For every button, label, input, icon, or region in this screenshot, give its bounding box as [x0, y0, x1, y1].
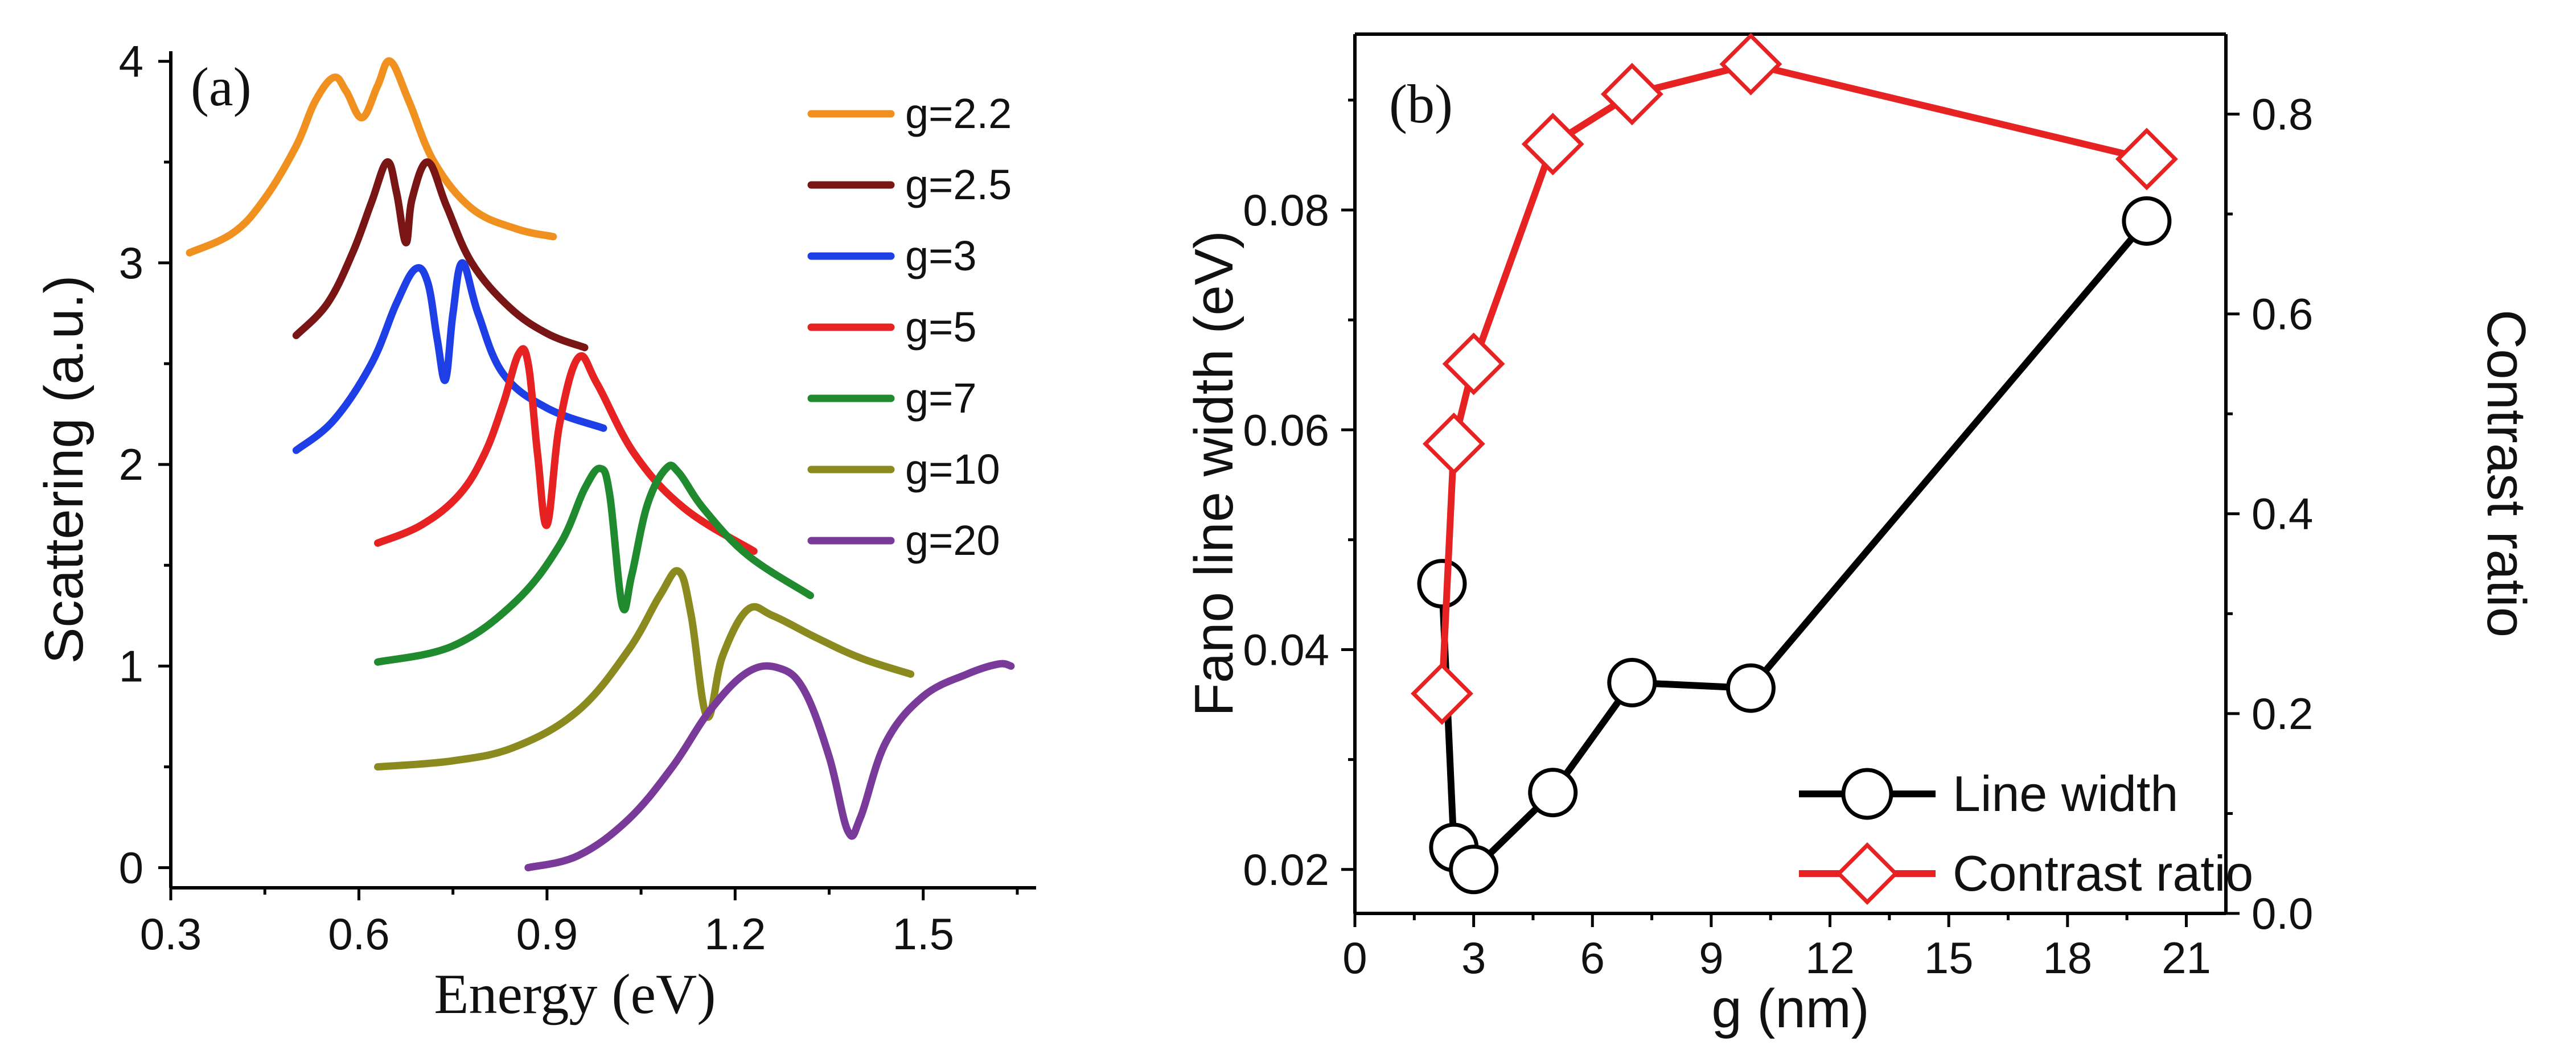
panel-a-y-tick-label: 3 — [119, 238, 143, 288]
panel-b-y2-tick-label: 0.8 — [2252, 89, 2313, 139]
panel-b-x-tick-label: 3 — [1461, 933, 1486, 983]
panel-a-y-tick-label: 1 — [119, 641, 143, 691]
panel-a-legend-label: g=2.2 — [905, 90, 1012, 137]
panel-a-y-tick-label: 4 — [119, 36, 143, 87]
panel-a-legend: g=2.2 g=2.5 g=3 g=5 g=7 g=10 g=20 — [807, 90, 1012, 564]
panel-a-series-g=2.5 — [292, 158, 589, 352]
panel-a-label: (a) — [191, 56, 252, 117]
panel-a-series-g=2.2 — [186, 57, 557, 257]
panel-b-x-tick-label: 15 — [1924, 933, 1974, 983]
panel-b-y-tick-label: 0.02 — [1243, 845, 1329, 895]
panel-a-x-tick-label: 0.6 — [328, 909, 389, 959]
panel-a-y-title: Scattering (a.u.) — [34, 275, 95, 664]
panel-b-y-title: Fano line width (eV) — [1184, 230, 1244, 717]
panel-a-y-tick-label: 0 — [119, 843, 143, 893]
panel-b-x-tick-label: 6 — [1580, 933, 1605, 983]
panel-a-legend-label: g=20 — [905, 517, 1000, 564]
panel-a-curves — [186, 57, 1015, 872]
panel-b-x-tick-label: 9 — [1699, 933, 1723, 983]
panel-b-x-tick-label: 0 — [1342, 933, 1367, 983]
panel-a-legend-label: g=10 — [905, 446, 1000, 493]
panel-b-line-width-point — [1417, 559, 1467, 609]
panel-b-legend-label: Contrast ratio — [1953, 845, 2253, 901]
panel-b-ticks: 0 3 6 9 12 15 18 21 0.02 0.04 0.06 0.08 0.0 0.2 0.4 0.6… — [1243, 89, 2313, 983]
panel-b-legend-marker — [1841, 768, 1893, 820]
panel-b-legend: Line width Contrast ratio — [1799, 765, 2253, 905]
panel-b-curves — [1411, 32, 2178, 895]
panel-a-series-g=10 — [374, 567, 915, 771]
panel-b-contrast-point — [1521, 113, 1584, 176]
panel-b-y2-tick-label: 0.2 — [2252, 689, 2313, 739]
panel-b-x-tick-label: 21 — [2162, 933, 2211, 983]
panel-a-x-tick-label: 0.9 — [516, 909, 578, 959]
panel-a-legend-label: g=2.5 — [905, 161, 1012, 208]
panel-a-y-tick-label: 2 — [119, 439, 143, 489]
panel-a-x-tick-label: 1.2 — [704, 909, 766, 959]
panel-a-legend-label: g=7 — [905, 374, 977, 422]
panel-a-series-g=20 — [524, 660, 1015, 872]
panel-a-ticks: 0.3 0.6 0.9 1.2 1.5 0 1 2 3 4 — [119, 36, 1019, 959]
panel-b-y2-tick-label: 0.0 — [2252, 888, 2313, 938]
panel-a-series-g=3 — [292, 259, 607, 454]
panel-a-x-tick-label: 0.3 — [140, 909, 202, 959]
panel-a-x-tick-label: 1.5 — [893, 909, 954, 959]
panel-b-line-width-point — [1725, 663, 1776, 713]
panel-a-x-title: Energy (eV) — [434, 962, 716, 1026]
panel-b-y-tick-label: 0.04 — [1243, 625, 1329, 675]
panel-a-legend-label: g=3 — [905, 232, 977, 279]
panel-a-series-g=7 — [374, 462, 814, 666]
panel-a-legend-label: g=5 — [905, 303, 977, 351]
panel-b-y-tick-label: 0.06 — [1243, 405, 1329, 455]
panel-b-contrast-point — [1600, 63, 1663, 126]
panel-b-y-tick-label: 0.08 — [1243, 185, 1329, 235]
panel-b: 0 3 6 9 12 15 18 21 0.02 0.04 0.06 0.08 0.0 0.2 0.4 0.6… — [1184, 32, 2537, 1039]
panel-b-contrast-point — [1442, 332, 1505, 396]
panel-b-x-tick-label: 12 — [1805, 933, 1855, 983]
panel-b-y2-tick-label: 0.4 — [2252, 489, 2313, 539]
panel-b-contrast-point — [1411, 662, 1473, 725]
panel-b-label: (b) — [1389, 73, 1453, 134]
panel-a: 0.3 0.6 0.9 1.2 1.5 0 1 2 3 4 g=2.2 g=2.5 g=3 g=5 g=7… — [34, 36, 1036, 1026]
panel-b-line-width-point — [1528, 768, 1578, 818]
panel-b-line-width-point — [2122, 196, 2172, 246]
panel-a-series-g=5 — [374, 345, 758, 555]
panel-b-line-width-point — [1449, 845, 1499, 895]
panel-b-contrast-point — [2115, 127, 2178, 191]
panel-b-x-tick-label: 18 — [2043, 933, 2092, 983]
panel-b-legend-marker — [1836, 842, 1899, 905]
panel-b-contrast-point — [1422, 412, 1485, 475]
panel-b-line-width-point — [1607, 657, 1657, 707]
panel-b-legend-label: Line width — [1953, 765, 2178, 822]
panel-b-contrast-point — [1719, 32, 1782, 96]
panel-b-x-title: g (nm) — [1711, 978, 1869, 1039]
panel-b-y2-title: Contrast ratio — [2476, 310, 2537, 637]
panel-b-y2-tick-label: 0.6 — [2252, 289, 2313, 339]
